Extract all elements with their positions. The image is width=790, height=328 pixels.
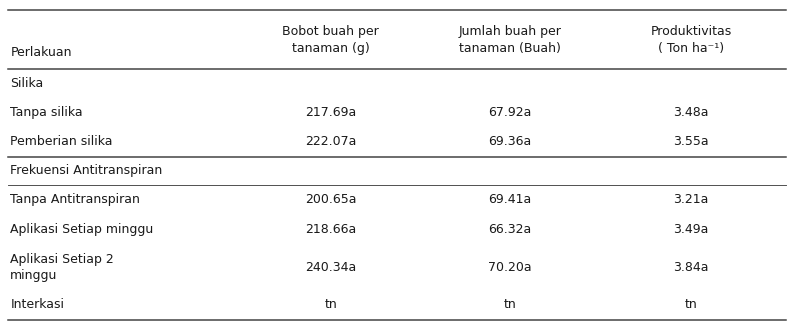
Text: Perlakuan: Perlakuan (10, 46, 72, 59)
Text: Aplikasi Setiap 2
minggu: Aplikasi Setiap 2 minggu (10, 253, 114, 282)
Text: 240.34a: 240.34a (305, 261, 356, 274)
Text: 217.69a: 217.69a (305, 106, 356, 119)
Text: 70.20a: 70.20a (488, 261, 532, 274)
Text: Jumlah buah per
tanaman (Buah): Jumlah buah per tanaman (Buah) (458, 25, 561, 54)
Text: 67.92a: 67.92a (488, 106, 532, 119)
Text: 222.07a: 222.07a (305, 135, 356, 148)
Text: 3.84a: 3.84a (673, 261, 709, 274)
Text: Frekuensi Antitranspiran: Frekuensi Antitranspiran (10, 164, 163, 177)
Text: Aplikasi Setiap minggu: Aplikasi Setiap minggu (10, 223, 153, 236)
Text: Pemberian silika: Pemberian silika (10, 135, 113, 148)
Text: Silika: Silika (10, 77, 43, 90)
Text: 200.65a: 200.65a (305, 193, 356, 206)
Text: Tanpa Antitranspiran: Tanpa Antitranspiran (10, 193, 140, 206)
Text: 69.36a: 69.36a (488, 135, 532, 148)
Text: 218.66a: 218.66a (305, 223, 356, 236)
Text: 3.48a: 3.48a (673, 106, 709, 119)
Text: 3.21a: 3.21a (673, 193, 709, 206)
Text: 66.32a: 66.32a (488, 223, 532, 236)
Text: Bobot buah per
tanaman (g): Bobot buah per tanaman (g) (283, 25, 379, 54)
Text: Interkasi: Interkasi (10, 298, 64, 312)
Text: Produktivitas
( Ton ha⁻¹): Produktivitas ( Ton ha⁻¹) (650, 25, 732, 54)
Text: Tanpa silika: Tanpa silika (10, 106, 83, 119)
Text: 3.55a: 3.55a (673, 135, 709, 148)
Text: tn: tn (325, 298, 337, 312)
Text: tn: tn (503, 298, 516, 312)
Text: 3.49a: 3.49a (673, 223, 709, 236)
Text: 69.41a: 69.41a (488, 193, 532, 206)
Text: tn: tn (685, 298, 698, 312)
